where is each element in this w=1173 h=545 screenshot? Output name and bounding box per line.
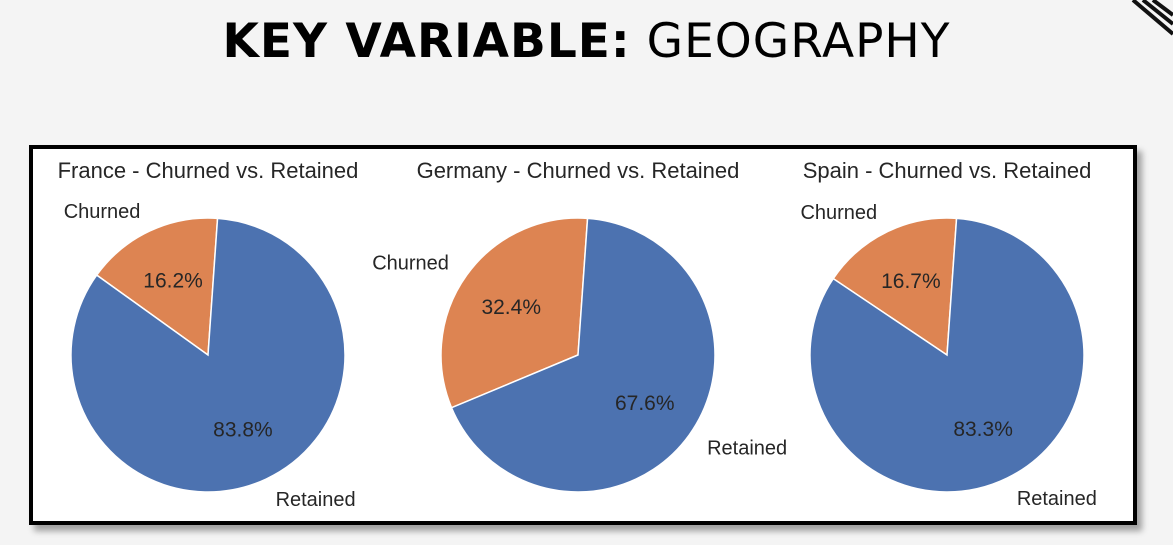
slice-label-retained: Retained xyxy=(1017,488,1097,510)
slice-label-retained: Retained xyxy=(276,489,356,511)
charts-panel: France - Churned vs. Retained Churned 16.2… xyxy=(29,145,1137,525)
slice-label-churned: Churned xyxy=(800,202,877,224)
pie-slice-retained xyxy=(450,217,716,493)
pie-chart-germany: Germany - Churned vs. Retained Churned 32.… xyxy=(372,158,787,493)
pie-slice-churned xyxy=(832,217,958,357)
slice-value-label-churned: 16.2% xyxy=(143,270,203,293)
slice-value-label-retained: 67.6% xyxy=(615,392,675,415)
slice-label-retained: Retained xyxy=(707,438,787,460)
pie-charts: France - Churned vs. Retained Churned 16.2… xyxy=(58,158,1097,511)
page-title-light: GEOGRAPHY xyxy=(646,14,951,69)
chart-title-germany: Germany - Churned vs. Retained xyxy=(417,158,740,183)
slice-value-label-retained: 83.8% xyxy=(213,418,273,441)
slice-label-churned: Churned xyxy=(64,201,141,223)
pie-slice-churned xyxy=(440,217,589,409)
pie-slice-retained xyxy=(70,217,346,493)
slice-value-label-churned: 32.4% xyxy=(481,296,541,319)
page-title-bold: KEY VARIABLE: xyxy=(222,14,631,69)
pie-chart-spain: Spain - Churned vs. Retained Churned 16.7%… xyxy=(800,158,1096,510)
slice-value-label-retained: 83.3% xyxy=(953,418,1013,441)
pie-chart-france: France - Churned vs. Retained Churned 16.2… xyxy=(58,158,359,511)
pie-slice-churned xyxy=(95,217,219,357)
slice-value-label-churned: 16.7% xyxy=(881,270,941,293)
corner-stripes-decoration xyxy=(1131,0,1173,36)
pie-slice-retained xyxy=(809,217,1085,493)
slice-label-churned: Churned xyxy=(372,252,449,274)
chart-title-france: France - Churned vs. Retained xyxy=(58,158,359,183)
chart-title-spain: Spain - Churned vs. Retained xyxy=(803,158,1092,183)
page-title: KEY VARIABLE: GEOGRAPHY xyxy=(0,14,1173,69)
